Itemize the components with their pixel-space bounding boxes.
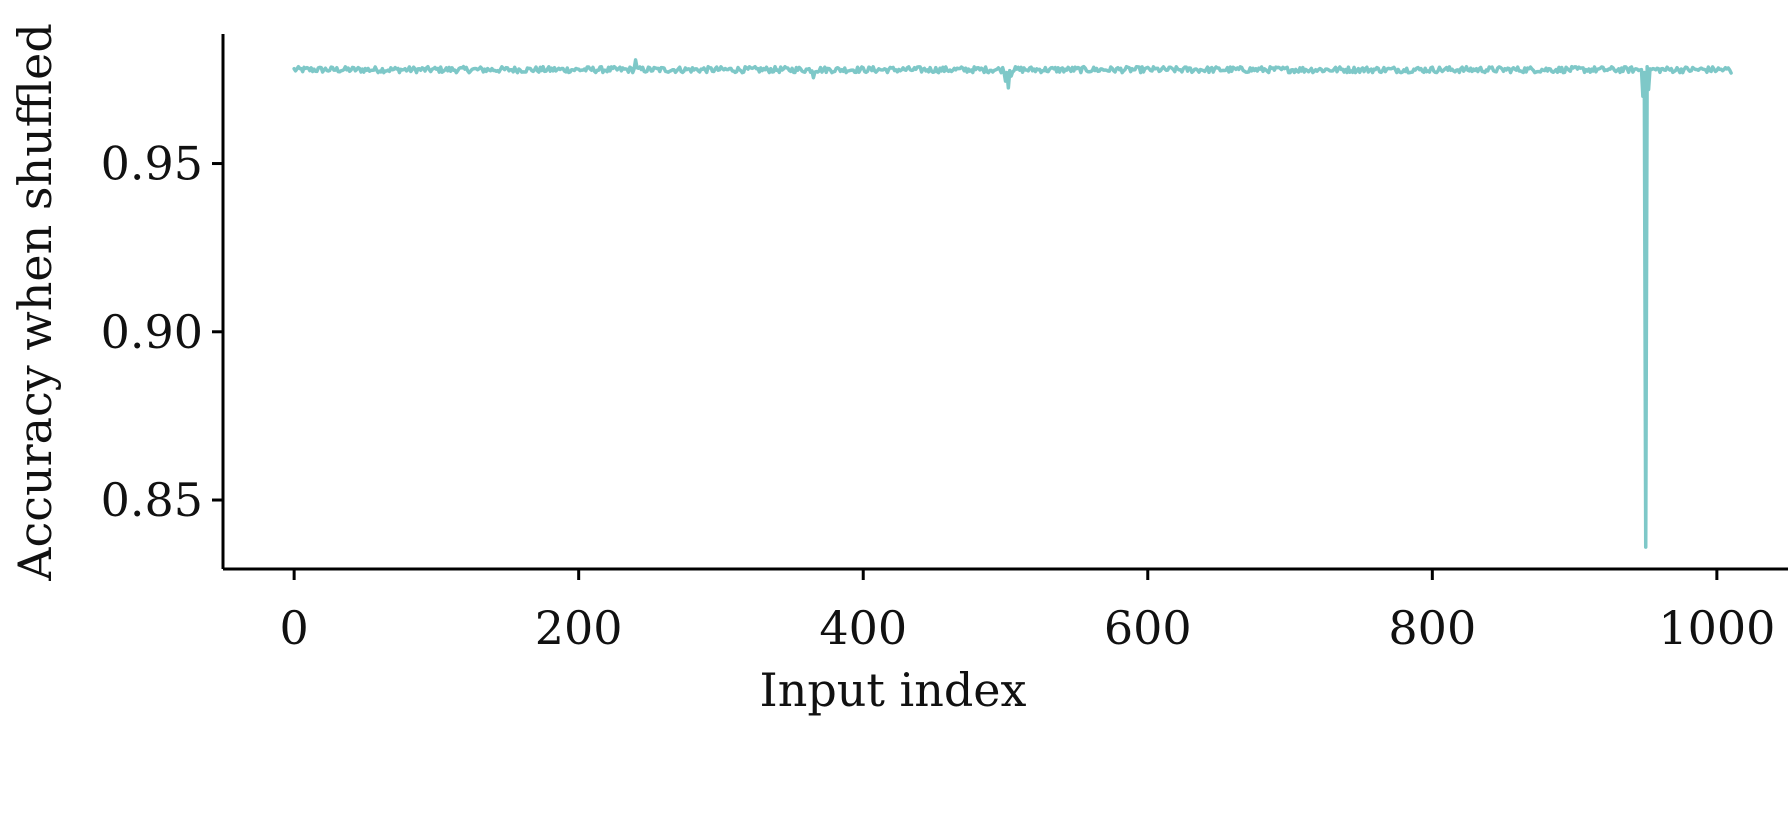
plot-area bbox=[292, 58, 1733, 549]
x-tick-label: 200 bbox=[535, 601, 623, 655]
x-axis-title: Input index bbox=[760, 663, 1027, 717]
y-tick-label: 0.85 bbox=[101, 473, 203, 527]
y-axis-title: Accuracy when shuffled bbox=[8, 23, 62, 582]
y-tick-label: 0.95 bbox=[101, 137, 203, 191]
x-axis-ticks: 0 200 400 600 800 1000 bbox=[279, 569, 1775, 655]
x-tick-label: 600 bbox=[1104, 601, 1192, 655]
x-tick-label: 400 bbox=[819, 601, 907, 655]
series-line bbox=[292, 58, 1733, 549]
y-tick-label: 0.90 bbox=[101, 305, 203, 359]
axes bbox=[221, 34, 1788, 571]
x-tick-label: 0 bbox=[279, 601, 308, 655]
y-axis-ticks: 0.85 0.90 0.95 bbox=[101, 137, 223, 527]
x-tick-label: 1000 bbox=[1658, 601, 1775, 655]
x-tick-label: 800 bbox=[1388, 601, 1476, 655]
